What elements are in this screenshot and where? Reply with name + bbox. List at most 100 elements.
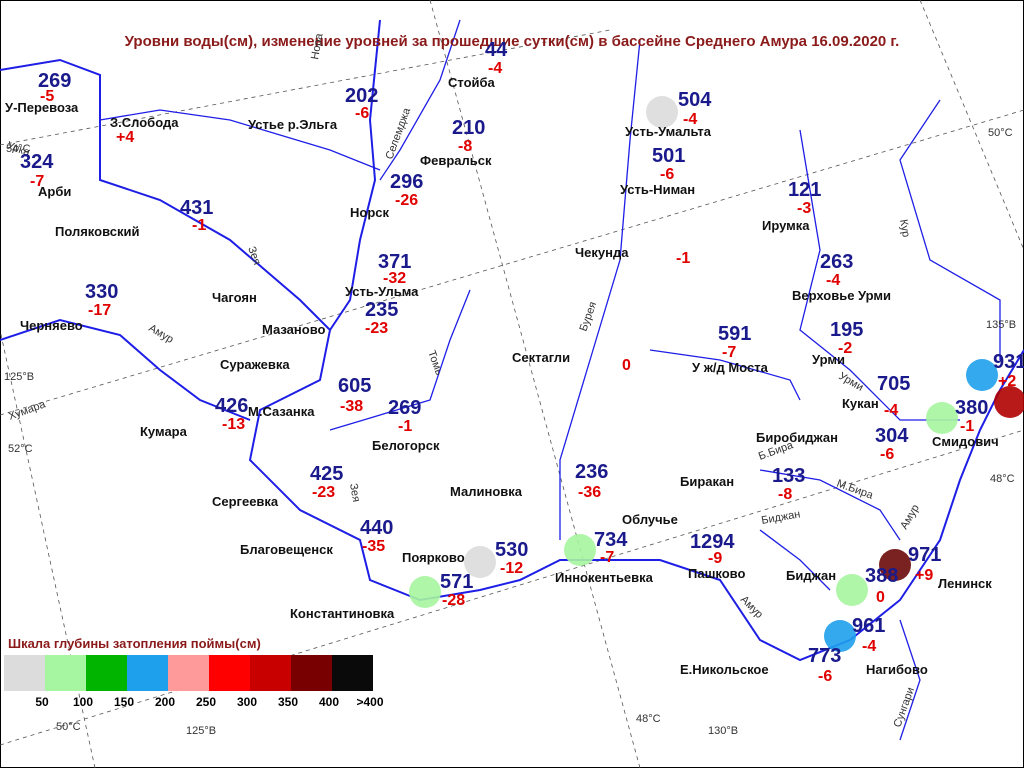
level-change: -13: [222, 416, 245, 433]
flood-marker: [824, 620, 856, 652]
water-level: 431: [180, 197, 213, 219]
rivers: [0, 19, 1024, 741]
level-change: -6: [818, 668, 832, 685]
water-level: 133: [772, 465, 805, 487]
legend: Шкала глубины затопления поймы(см) 50 100 1…: [4, 636, 384, 709]
flood-marker: [646, 96, 678, 128]
legend-label: 100: [73, 695, 93, 709]
station-name: Биджан: [786, 568, 836, 583]
water-level: 263: [820, 251, 853, 273]
water-level: 426: [215, 395, 248, 417]
legend-swatch: [127, 655, 168, 691]
map-title: Уровни воды(см), изменение уровней за пр…: [125, 33, 900, 50]
station-name: Февральск: [420, 153, 492, 168]
legend-swatch: [168, 655, 209, 691]
station-name: Верховье Урми: [792, 288, 891, 303]
station-name: Кумара: [140, 424, 188, 439]
level-change: -28: [442, 592, 465, 609]
water-level: 971: [908, 544, 941, 566]
legend-label: 250: [196, 695, 216, 709]
water-level: 202: [345, 85, 378, 107]
station-name: Мазаново: [262, 322, 326, 337]
level-change: -1: [398, 418, 412, 435]
flood-marker: [564, 534, 596, 566]
water-level: 734: [594, 529, 628, 551]
station-name: Константиновка: [290, 606, 395, 621]
level-change: -7: [722, 344, 736, 361]
level-change: +2: [998, 373, 1016, 390]
flood-marker: [836, 574, 868, 606]
level-change: -23: [365, 320, 388, 337]
water-level: 121: [788, 179, 821, 201]
station-name: М.Сазанка: [248, 404, 315, 419]
level-change: -4: [884, 402, 898, 419]
map-label: 50°С: [56, 721, 81, 733]
legend-label: 400: [319, 695, 339, 709]
level-change: -12: [500, 560, 523, 577]
station-name: Пашково: [688, 566, 746, 581]
map-label: 48°С: [636, 713, 661, 725]
station-name: Черняево: [20, 318, 83, 333]
station-name: Усть-Ульма: [345, 284, 419, 299]
map-label: Зея: [347, 482, 362, 503]
level-change: -17: [88, 302, 111, 319]
water-level: 380: [955, 397, 988, 419]
flood-marker: [879, 549, 911, 581]
level-change: -23: [312, 484, 335, 501]
station-name: Урми: [812, 352, 845, 367]
water-level: 269: [38, 70, 71, 92]
legend-label: 350: [278, 695, 298, 709]
station-name: Устье р.Эльга: [248, 117, 338, 132]
level-change: -8: [458, 138, 472, 155]
legend-label: 150: [114, 695, 134, 709]
station-name: З.Слобода: [110, 115, 179, 130]
water-level: 931: [993, 351, 1024, 373]
water-level: 210: [452, 117, 485, 139]
map-label: 54°С: [6, 143, 31, 155]
level-change: -36: [578, 484, 601, 501]
station-name: Поярково: [402, 550, 465, 565]
flood-marker: [994, 386, 1024, 418]
station-name: Арби: [38, 184, 71, 199]
station-name: Кукан: [842, 396, 879, 411]
station-name: У ж/д Моста: [692, 360, 769, 375]
station-name: Благовещенск: [240, 542, 333, 557]
water-level: 235: [365, 299, 398, 321]
map-label: 50°С: [988, 127, 1013, 139]
legend-swatch: [45, 655, 86, 691]
legend-swatch: [332, 655, 373, 691]
map-label: 130°В: [708, 725, 738, 737]
level-change: -2: [838, 340, 852, 357]
level-change: -32: [383, 270, 406, 287]
level-change: -9: [708, 550, 722, 567]
station-name: Нагибово: [866, 662, 928, 677]
map-label: 125°В: [4, 371, 34, 383]
station-name: Белогорск: [372, 438, 440, 453]
level-change: -7: [600, 549, 614, 566]
level-change: -4: [862, 638, 876, 655]
station-name: У-Перевоза: [5, 100, 79, 115]
legend-swatch: [4, 655, 45, 691]
map-label: Нора: [309, 32, 326, 61]
level-change: -8: [778, 486, 792, 503]
level-change: -4: [826, 272, 840, 289]
flood-marker: [926, 402, 958, 434]
level-change: -35: [362, 538, 385, 555]
station-name: Чекунда: [575, 245, 629, 260]
water-level: 1294: [690, 531, 735, 553]
legend-label: 200: [155, 695, 175, 709]
station-name: Малиновка: [450, 484, 523, 499]
water-level: 44: [485, 39, 508, 61]
water-level: 195: [830, 319, 863, 341]
water-level: 504: [678, 89, 712, 111]
legend-label: 50: [35, 695, 49, 709]
legend-swatch: [209, 655, 250, 691]
station-name: Ленинск: [938, 576, 992, 591]
flood-marker: [409, 576, 441, 608]
level-change: -1: [960, 418, 974, 435]
level-change: -6: [880, 446, 894, 463]
legend-swatch: [86, 655, 127, 691]
map-label: 52°С: [8, 443, 33, 455]
